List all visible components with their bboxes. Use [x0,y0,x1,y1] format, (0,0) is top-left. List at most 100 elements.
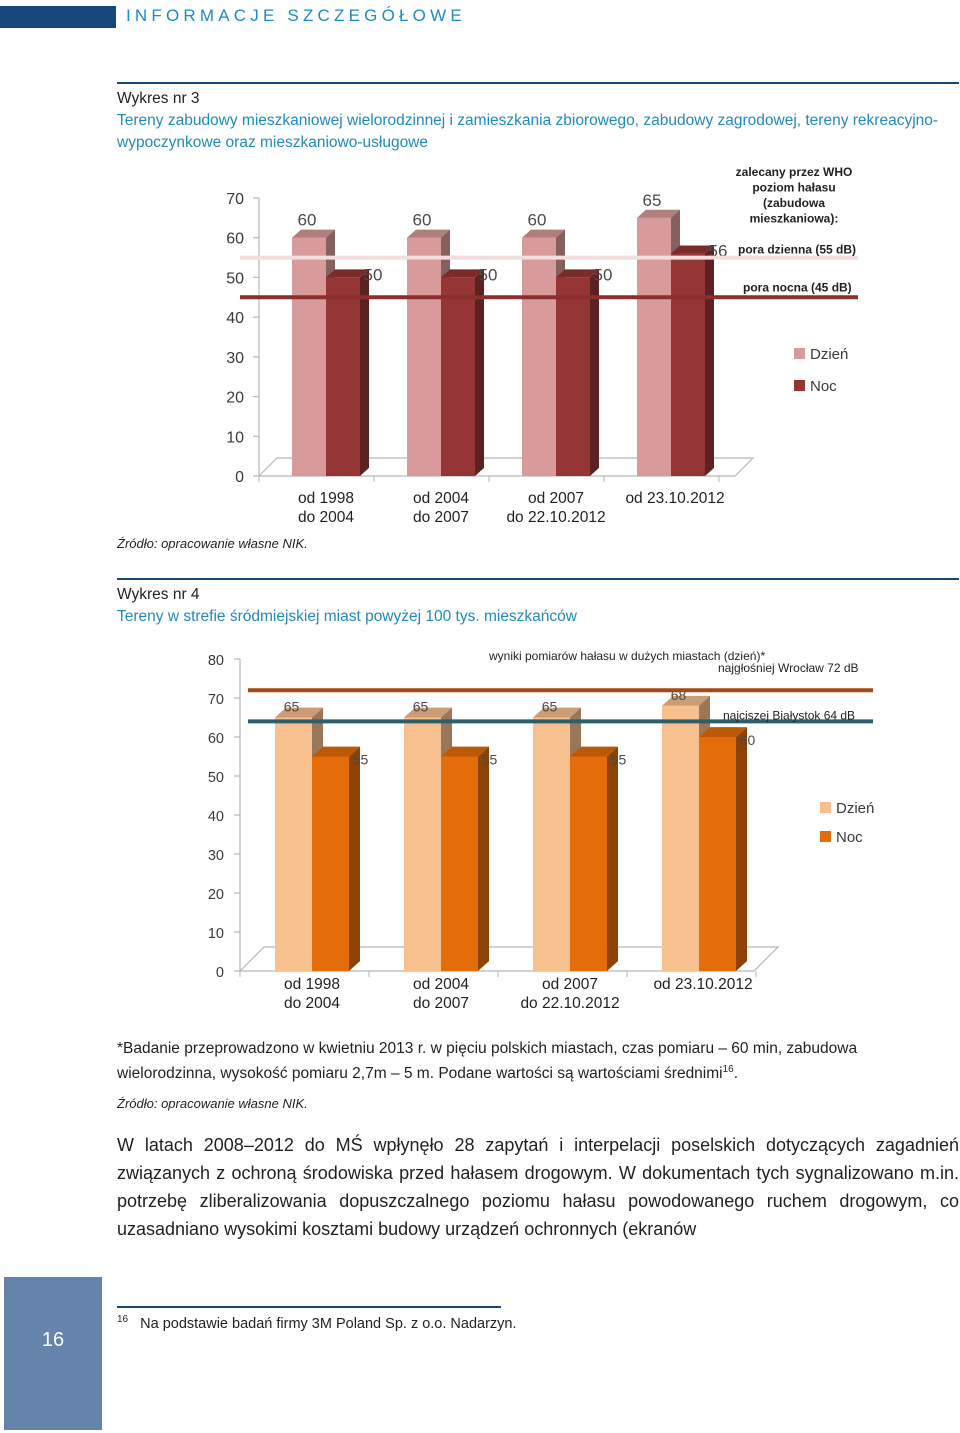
chart-annotation: poziom hałasu [752,181,835,195]
data-label: 60 [413,211,432,230]
chart4-note: *Badanie przeprowadzono w kwietniu 2013 … [117,1038,959,1084]
bar-top [292,229,335,238]
bar [441,756,478,971]
bar [275,717,312,971]
bar-top [699,727,747,737]
bar [637,217,671,476]
bar [570,756,607,971]
data-label: 55 [353,752,369,768]
bar [699,737,736,971]
footnote-rule [117,1306,501,1308]
y-tick-label: 50 [208,770,224,786]
chart4-source: Źródło: opracowanie własne NIK. [117,1096,308,1111]
x-tick-label: do 22.10.2012 [506,509,605,526]
bar-side [705,245,714,476]
bar-top [326,269,369,278]
data-label: 65 [643,191,662,210]
y-tick-label: 40 [226,310,244,327]
chart3-top-rule [117,82,959,84]
x-tick-label: do 2007 [413,509,469,526]
reference-line-label: najgłośniej Wrocław 72 dB [718,661,859,675]
data-label: 65 [413,699,429,715]
y-tick-label: 20 [208,887,224,903]
footnote: 16 Na podstawie badań firmy 3M Poland Sp.… [117,1314,517,1332]
x-tick-label: od 23.10.2012 [625,490,724,507]
chart4-note-end: . [733,1065,739,1083]
y-tick-label: 40 [208,809,224,825]
y-tick-label: 70 [208,692,224,708]
bar [292,237,326,476]
chart4-note-text: *Badanie przeprowadzono w kwietniu 2013 … [117,1040,858,1083]
bar-top [533,707,581,718]
x-tick-label: od 1998 [298,490,354,507]
bar-top [441,269,484,278]
y-tick-label: 30 [226,350,244,367]
chart3-heading: Wykres nr 3 Tereny zabudowy mieszkaniowe… [117,88,947,154]
bar-side [475,269,484,476]
bar-top [275,707,323,718]
header-bar [0,6,116,28]
y-tick-label: 0 [216,965,224,981]
page-number: 16 [41,1329,65,1351]
bar [326,277,360,476]
bar [312,756,349,971]
x-tick-label: do 2004 [298,509,354,526]
bar [556,277,590,476]
bar-top [404,707,452,718]
chart-annotation: mieszkaniowa): [750,212,839,226]
chart4-heading: Wykres nr 4 Tereny w strefie śródmiejski… [117,584,947,628]
bar-side [349,746,360,971]
legend-label: Dzień [836,800,874,817]
data-label: 55 [611,752,627,768]
legend-swatch [820,831,831,842]
x-tick-label: od 2007 [528,490,584,507]
legend-label: Noc [836,829,863,846]
data-label: 50 [479,265,498,284]
x-tick-label: od 2004 [413,490,469,507]
reference-line-label: najciszej Białystok 64 dB [723,708,855,722]
legend-swatch [794,348,805,359]
x-tick-label: od 2004 [413,976,469,993]
data-label: 55 [482,752,498,768]
y-tick-label: 60 [226,231,244,248]
reference-line-label: pora dzienna (55 dB) [738,243,856,257]
chart3-title: Tereny zabudowy mieszkaniowej wielorodzi… [117,112,939,151]
bar-side [607,746,618,971]
bar [522,237,556,476]
chart4-top-rule [117,578,959,580]
bar-top [441,746,489,757]
bar-top [662,695,710,706]
legend-swatch [794,380,805,391]
bar [671,253,705,476]
y-tick-label: 10 [208,926,224,942]
data-label: 60 [528,211,547,230]
data-label: 50 [364,265,383,284]
y-tick-label: 20 [226,390,244,407]
x-tick-label: od 1998 [284,976,340,993]
bar [441,277,475,476]
y-tick-label: 70 [226,191,244,208]
legend-label: Noc [810,378,837,395]
legend-label: Dzień [810,346,848,363]
bar-top [312,746,360,757]
reference-line-label: pora nocna (45 dB) [743,280,852,294]
data-label: 50 [594,265,613,284]
body-paragraph: W latach 2008–2012 do MŚ wpłynęło 28 zap… [117,1135,959,1239]
bar [404,717,441,971]
x-tick-label: od 2007 [542,976,598,993]
bar-side [590,269,599,476]
y-tick-label: 30 [208,848,224,864]
bar-side [478,746,489,971]
chart-annotation: (zabudowa [763,196,825,210]
data-label: 60 [740,732,756,748]
y-tick-label: 60 [208,731,224,747]
chart3-label: Wykres nr 3 [117,90,200,107]
y-tick-label: 0 [235,469,244,486]
page-number-tab: 16 [4,1277,102,1430]
footnote-reference[interactable]: 16 [722,1064,734,1075]
chart4-label: Wykres nr 4 [117,586,200,603]
footnote-number: 16 [117,1314,129,1325]
bar-top [522,229,565,238]
